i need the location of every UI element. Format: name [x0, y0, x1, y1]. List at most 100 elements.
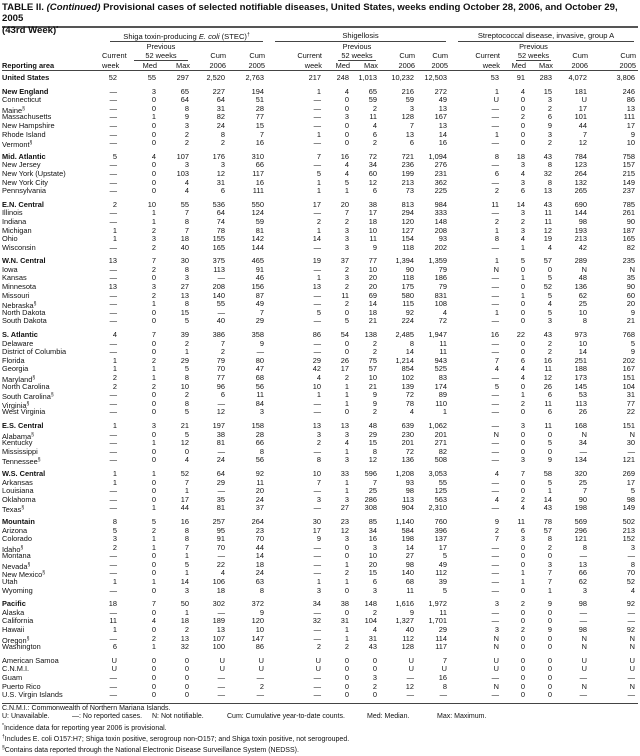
value-cell: —: [491, 208, 499, 218]
value-cell: 24: [216, 120, 225, 130]
table-row: Maine§ — 0 8 31 28 — 0 2 3 13 — 0 2 17 13: [2, 103, 638, 114]
value-cell: 1,359: [428, 256, 448, 266]
value-cell: 0: [344, 542, 349, 552]
value-cell: 70: [216, 542, 225, 552]
value-cell: 18: [180, 616, 189, 626]
footnote-mark: §: [50, 392, 54, 399]
value-cell: 237: [622, 186, 635, 196]
value-cell: 10: [368, 373, 377, 382]
area-name: South Carolina: [2, 392, 51, 402]
table-row: Pacific 18 7 50 302 372 34 38 148 1,616 1,972 3 2 9 98…: [2, 599, 638, 609]
value-cell: 9: [372, 398, 377, 408]
value-cell: —: [627, 673, 635, 682]
value-cell: 90: [405, 264, 414, 274]
value-cell: 188: [574, 364, 587, 374]
reporting-area-cell: Wyoming: [2, 586, 102, 596]
value-cell: 0: [344, 673, 349, 682]
value-cell: N: [581, 642, 587, 652]
value-cell: 102: [401, 373, 414, 382]
value-cell: 0: [151, 177, 156, 187]
reporting-area-cell: Delaware: [2, 339, 102, 349]
value-cell: 1: [316, 390, 321, 400]
value-cell: —: [491, 290, 499, 300]
value-cell: 1: [547, 585, 552, 595]
value-cell: 72: [405, 390, 414, 400]
reporting-area-cell: Missouri: [2, 291, 102, 301]
value-cell: 18: [368, 216, 377, 226]
value-cell: 20: [368, 559, 377, 569]
value-cell: 201: [434, 429, 447, 439]
table-row: New York (Upstate) — 0 103 12 117 5 4 60 199 231 6 4…: [2, 169, 638, 179]
reporting-area-cell: W.N. Central: [2, 256, 102, 266]
table-title: TABLE II. (Continued) Provisional cases …: [2, 0, 638, 36]
value-cell: 194: [251, 86, 264, 96]
value-cell: 0: [151, 273, 156, 283]
value-cell: 0: [520, 607, 525, 617]
value-cell: —: [313, 607, 321, 617]
value-cell: 4: [494, 494, 499, 504]
value-cell: 81: [255, 225, 264, 235]
value-cell: 8: [582, 542, 587, 552]
value-cell: 22: [216, 559, 225, 569]
reporting-area-cell: Utah: [2, 577, 102, 587]
footnote-mark: §: [22, 105, 25, 112]
value-cell: 9: [547, 120, 552, 130]
area-name: New Mexico: [2, 570, 43, 580]
value-cell: —: [406, 690, 414, 700]
area-name: Guam: [2, 673, 23, 682]
value-cell: 84: [255, 398, 264, 408]
value-cell: 1: [344, 186, 349, 196]
value-cell: 29: [368, 429, 377, 439]
y2006-label: 2006: [571, 61, 588, 70]
value-cell: 310: [251, 151, 264, 161]
value-cell: 55: [180, 199, 189, 209]
table-row: New York City — 0 4 31 16 1 5 12 213 362 — 3 8 132 149: [2, 177, 638, 188]
value-cell: 0: [151, 120, 156, 130]
y2005-label: 2005: [248, 61, 265, 70]
value-cell: 57: [368, 364, 377, 374]
area-name: Michigan: [2, 225, 32, 235]
value-cell: 4: [151, 151, 156, 161]
value-cell: —: [109, 186, 117, 196]
footnote-mark: §: [26, 400, 30, 407]
value-cell: 64: [216, 95, 225, 105]
value-cell: 82: [216, 112, 225, 122]
value-cell: N: [581, 633, 587, 643]
value-cell: —: [491, 282, 499, 292]
value-cell: 40: [216, 316, 225, 326]
value-cell: 128: [401, 642, 414, 652]
value-cell: 14: [255, 551, 264, 561]
value-cell: U: [581, 664, 587, 674]
value-cell: 92: [405, 307, 414, 317]
value-cell: 2: [344, 373, 349, 382]
value-cell: U: [493, 655, 499, 665]
value-cell: 13: [626, 103, 635, 113]
value-cell: 1,327: [395, 616, 415, 626]
value-cell: 78: [216, 225, 225, 235]
value-cell: 128: [401, 112, 414, 122]
value-cell: 104: [364, 616, 377, 626]
value-cell: 0: [520, 477, 525, 487]
table-row: Iowa — 2 8 113 91 — 2 10 90 79 N 0 0 N N: [2, 264, 638, 275]
value-cell: —: [491, 120, 499, 130]
value-cell: U: [408, 655, 414, 665]
value-cell: 2: [372, 407, 377, 417]
value-cell: 70: [216, 364, 225, 374]
y2006-label: 2006: [209, 61, 226, 70]
value-cell: 0: [520, 103, 525, 113]
value-cell: 0: [151, 655, 156, 665]
reporting-area-cell: Mountain: [2, 517, 102, 527]
value-cell: —: [491, 273, 499, 283]
value-cell: U: [258, 664, 264, 674]
value-cell: —: [491, 585, 499, 595]
value-cell: 167: [434, 112, 447, 122]
area-name: Wisconsin: [2, 242, 36, 252]
area-name: California: [2, 616, 34, 626]
med-label: Med: [142, 61, 157, 70]
value-cell: 1: [344, 398, 349, 408]
value-cell: 121: [622, 455, 635, 465]
value-cell: —: [491, 559, 499, 569]
value-cell: 80: [255, 355, 264, 365]
value-cell: 44: [578, 120, 587, 130]
value-cell: —: [627, 690, 635, 700]
